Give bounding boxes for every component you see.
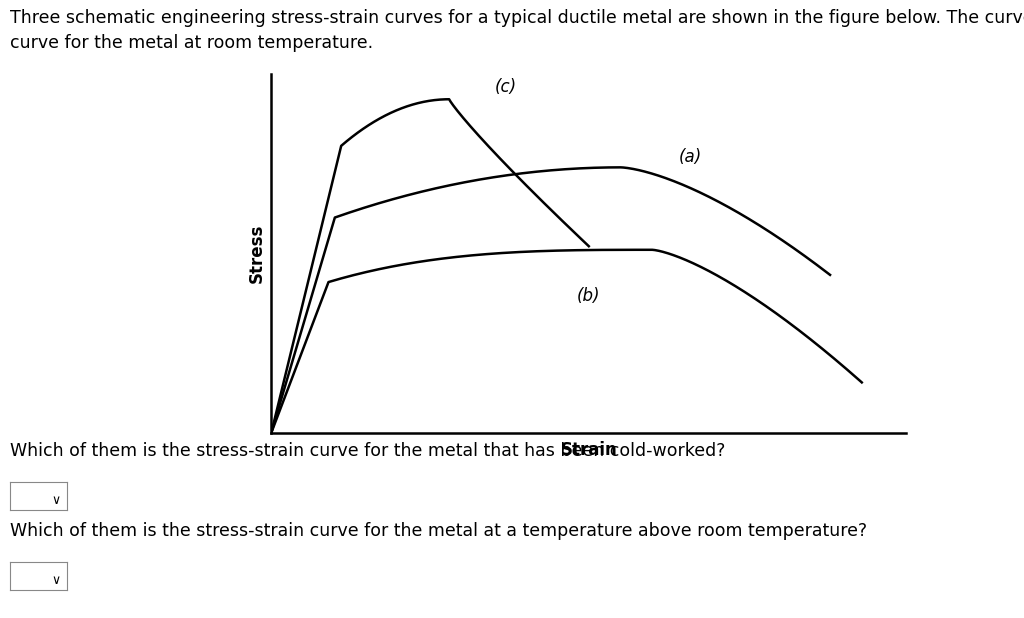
Text: (c): (c) xyxy=(496,78,517,96)
Y-axis label: Stress: Stress xyxy=(248,224,266,283)
X-axis label: Strain: Strain xyxy=(560,441,617,459)
Text: ∨: ∨ xyxy=(52,574,61,587)
Text: (b): (b) xyxy=(578,287,600,305)
Text: curve for the metal at room temperature.: curve for the metal at room temperature. xyxy=(10,34,374,52)
Text: (a): (a) xyxy=(679,148,702,166)
Text: Three schematic engineering stress-strain curves for a typical ductile metal are: Three schematic engineering stress-strai… xyxy=(10,9,1024,27)
Text: Which of them is the stress-strain curve for the metal that has been cold-worked: Which of them is the stress-strain curve… xyxy=(10,442,726,460)
Text: ∨: ∨ xyxy=(52,494,61,507)
Text: Which of them is the stress-strain curve for the metal at a temperature above ro: Which of them is the stress-strain curve… xyxy=(10,522,867,540)
